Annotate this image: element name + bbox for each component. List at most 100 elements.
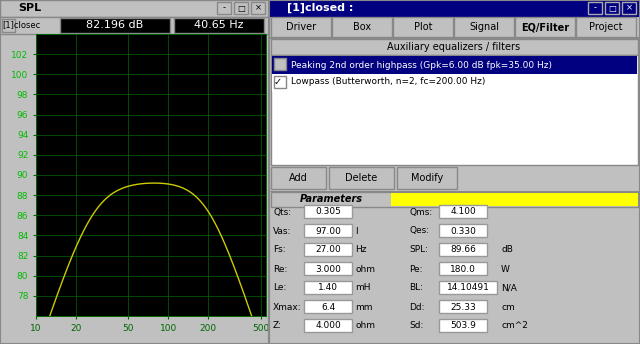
Bar	[271, 192, 638, 207]
Text: Plot: Plot	[413, 22, 432, 32]
Text: 4.100: 4.100	[450, 207, 476, 216]
Text: Sd:: Sd:	[409, 322, 424, 331]
Text: 0.305: 0.305	[315, 207, 341, 216]
Text: Qms:: Qms:	[409, 207, 432, 216]
Text: cm: cm	[501, 302, 515, 312]
Bar	[391, 193, 638, 206]
Text: Qes:: Qes:	[409, 226, 429, 236]
Text: BL:: BL:	[409, 283, 423, 292]
Bar	[304, 281, 352, 294]
Bar	[271, 167, 326, 189]
Text: Lowpass (Butterworth, n=2, fc=200.00 Hz): Lowpass (Butterworth, n=2, fc=200.00 Hz)	[291, 77, 485, 86]
Text: -: -	[593, 3, 596, 12]
Bar	[272, 74, 637, 92]
Bar	[304, 224, 352, 237]
Bar	[439, 205, 487, 218]
Bar	[269, 37, 640, 39]
Bar	[439, 319, 487, 332]
Text: ohm: ohm	[355, 265, 375, 273]
Text: Xmax:: Xmax:	[273, 302, 301, 312]
Text: 14.10491: 14.10491	[447, 283, 490, 292]
Bar	[332, 17, 392, 37]
Text: Peaking 2nd order highpass (Gpk=6.00 dB fpk=35.00 Hz): Peaking 2nd order highpass (Gpk=6.00 dB …	[291, 61, 552, 69]
Bar	[304, 262, 352, 275]
Text: Modify: Modify	[411, 173, 443, 183]
Bar	[605, 2, 619, 14]
Text: Auxiliary equalizers / filters: Auxiliary equalizers / filters	[387, 42, 520, 52]
Bar	[2, 19, 15, 32]
Bar	[576, 17, 636, 37]
Text: SPL: SPL	[18, 3, 41, 13]
Bar	[269, 0, 640, 17]
Text: ohm: ohm	[355, 322, 375, 331]
Text: 1.40: 1.40	[318, 283, 338, 292]
Bar	[271, 17, 331, 37]
Text: Re:: Re:	[273, 265, 287, 273]
Text: ×: ×	[625, 3, 632, 12]
Text: [1]closec: [1]closec	[2, 21, 40, 30]
Text: Box: Box	[353, 22, 371, 32]
Text: Z:: Z:	[273, 322, 282, 331]
Text: SPL:: SPL:	[409, 246, 428, 255]
Text: 0.330: 0.330	[450, 226, 476, 236]
Text: 180.0: 180.0	[450, 265, 476, 273]
Bar	[174, 18, 264, 33]
Text: 40.65 Hz: 40.65 Hz	[195, 20, 244, 30]
Text: cm^2: cm^2	[501, 322, 528, 331]
Bar	[271, 39, 638, 55]
Bar	[439, 243, 487, 256]
Text: 6.4: 6.4	[321, 302, 335, 312]
Text: mm: mm	[355, 302, 372, 312]
Text: 82.196 dB: 82.196 dB	[86, 20, 143, 30]
Bar	[234, 2, 248, 14]
Text: Parameters: Parameters	[300, 194, 362, 204]
Text: □: □	[608, 3, 616, 12]
Bar	[274, 76, 286, 88]
Bar	[439, 224, 487, 237]
Text: l: l	[355, 226, 358, 236]
Text: EQ/Filter: EQ/Filter	[521, 22, 569, 32]
Text: Signal: Signal	[469, 22, 499, 32]
Bar	[304, 243, 352, 256]
Bar	[588, 2, 602, 14]
Text: -: -	[223, 3, 225, 12]
Text: [1]closed :: [1]closed :	[287, 3, 353, 13]
Bar	[272, 56, 637, 74]
Text: ×: ×	[255, 3, 262, 12]
Bar	[304, 319, 352, 332]
Text: Le:: Le:	[273, 283, 286, 292]
Text: Fs:: Fs:	[273, 246, 285, 255]
Text: N/A: N/A	[501, 283, 517, 292]
Text: ✓: ✓	[274, 77, 282, 87]
Text: 25.33: 25.33	[450, 302, 476, 312]
Bar	[0, 0, 269, 17]
Text: Hz: Hz	[355, 246, 367, 255]
Text: 97.00: 97.00	[315, 226, 341, 236]
Bar	[393, 17, 453, 37]
Bar	[515, 17, 575, 37]
Text: 3.000: 3.000	[315, 265, 341, 273]
Text: Pe:: Pe:	[409, 265, 422, 273]
Bar	[439, 300, 487, 313]
Bar	[304, 300, 352, 313]
Bar	[60, 18, 170, 33]
Bar	[397, 167, 457, 189]
Text: Delete: Delete	[345, 173, 377, 183]
Text: Add: Add	[289, 173, 307, 183]
Bar	[0, 17, 269, 34]
Text: 27.00: 27.00	[315, 246, 341, 255]
Bar	[274, 58, 286, 70]
Text: Driver: Driver	[286, 22, 316, 32]
Bar	[217, 2, 231, 14]
Text: 4.000: 4.000	[315, 322, 341, 331]
Text: Dd:: Dd:	[409, 302, 424, 312]
Text: W: W	[501, 265, 510, 273]
Bar	[271, 55, 638, 165]
Text: dB: dB	[501, 246, 513, 255]
Bar	[622, 2, 636, 14]
Bar	[251, 2, 265, 14]
Bar	[329, 167, 394, 189]
Bar	[439, 262, 487, 275]
Bar	[304, 205, 352, 218]
Bar	[454, 17, 514, 37]
